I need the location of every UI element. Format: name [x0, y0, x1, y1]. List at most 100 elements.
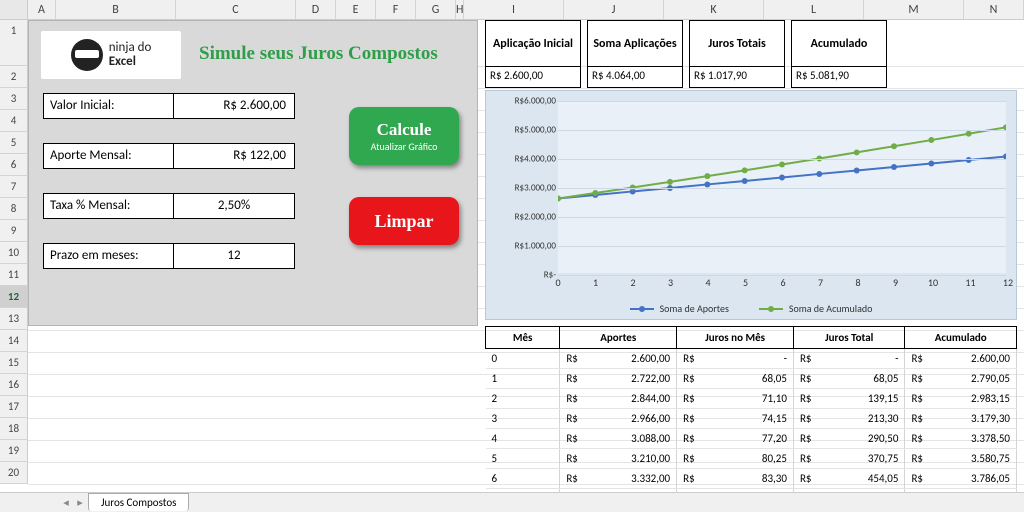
row-14[interactable]: 14 — [0, 330, 28, 352]
col-C[interactable]: C — [176, 0, 296, 19]
results-table: MêsAportesJuros no MêsJuros TotalAcumula… — [485, 326, 1017, 509]
chart-xlabel: 8 — [855, 276, 860, 289]
row-20[interactable]: 20 — [0, 462, 28, 484]
chart-ylabel: R$5.000,00 — [490, 125, 556, 136]
input-field-3: Prazo em meses:12 — [43, 243, 295, 269]
col-B[interactable]: B — [56, 0, 176, 19]
col-K[interactable]: K — [664, 0, 764, 19]
row-15[interactable]: 15 — [0, 352, 28, 374]
chart-xlabel: 5 — [743, 276, 748, 289]
logo: ninja do Excel — [41, 31, 181, 79]
row-16[interactable]: 16 — [0, 374, 28, 396]
chart-ylabel: R$4.000,00 — [490, 154, 556, 165]
calculate-button-sublabel: Atualizar Gráfico — [371, 140, 438, 153]
chart-xlabel: 12 — [1003, 276, 1013, 289]
table-header: Aportes — [560, 327, 677, 349]
chart-legend: Soma de AportesSoma de Acumulado — [486, 302, 1016, 315]
sheet-tab[interactable]: Juros Compostos — [88, 493, 189, 511]
col-E[interactable]: E — [336, 0, 376, 19]
clear-button-label: Limpar — [374, 211, 433, 232]
chart-lines — [558, 101, 1006, 273]
row-3[interactable]: 3 — [0, 88, 28, 110]
table-row: 4R$3.088,00R$77,20R$290,50R$3.378,50 — [486, 429, 1017, 449]
chart-xlabel: 6 — [780, 276, 785, 289]
row-12[interactable]: 12 — [0, 286, 28, 308]
summary-box-0: Aplicação InicialR$ 2.600,00 — [485, 20, 581, 88]
row-7[interactable]: 7 — [0, 176, 28, 198]
row-17[interactable]: 17 — [0, 396, 28, 418]
input-field-2: Taxa % Mensal:2,50% — [43, 193, 295, 219]
row-18[interactable]: 18 — [0, 418, 28, 440]
field-value[interactable]: R$ 122,00 — [174, 144, 294, 168]
col-H[interactable]: H — [456, 0, 464, 19]
tab-nav-next-icon[interactable]: ▸ — [74, 496, 86, 509]
table-row: 5R$3.210,00R$80,25R$370,75R$3.580,75 — [486, 449, 1017, 469]
input-field-1: Aporte Mensal:R$ 122,00 — [43, 143, 295, 169]
table-header: Juros no Mês — [677, 327, 794, 349]
field-label: Taxa % Mensal: — [44, 194, 174, 218]
col-M[interactable]: M — [864, 0, 964, 19]
sheet-tabs: ◂ ▸ Juros Compostos — [0, 492, 1024, 512]
table-header: Acumulado — [905, 327, 1017, 349]
row-headers: 1234567891011121314151617181920 — [0, 20, 28, 484]
chart-ylabel: R$- — [490, 270, 556, 281]
chart-ylabel: R$6.000,00 — [490, 96, 556, 107]
summary-value: R$ 5.081,90 — [792, 67, 886, 87]
calculate-button-label: Calcule — [377, 120, 432, 140]
field-value[interactable]: 2,50% — [174, 194, 294, 218]
clear-button[interactable]: Limpar — [349, 197, 459, 245]
row-4[interactable]: 4 — [0, 110, 28, 132]
calculate-button[interactable]: Calcule Atualizar Gráfico — [349, 107, 459, 165]
col-G[interactable]: G — [416, 0, 456, 19]
input-field-0: Valor Inicial:R$ 2.600,00 — [43, 93, 295, 119]
col-I[interactable]: I — [464, 0, 564, 19]
column-headers: ABCDEFGHIJKLMN — [0, 0, 1024, 20]
row-19[interactable]: 19 — [0, 440, 28, 462]
chart-xlabel: 11 — [965, 276, 975, 289]
tab-nav-prev-icon[interactable]: ◂ — [60, 496, 72, 509]
row-11[interactable]: 11 — [0, 264, 28, 286]
field-value[interactable]: R$ 2.600,00 — [174, 94, 294, 118]
summary-box-1: Soma AplicaçõesR$ 4.064,00 — [587, 20, 683, 88]
col-D[interactable]: D — [296, 0, 336, 19]
col-A[interactable]: A — [28, 0, 56, 19]
table-header: Mês — [486, 327, 560, 349]
input-panel: ninja do Excel Simule seus Juros Compost… — [28, 20, 478, 326]
row-9[interactable]: 9 — [0, 220, 28, 242]
logo-text: ninja do Excel — [109, 41, 152, 68]
summary-header: Aplicação Inicial — [486, 21, 580, 67]
col-J[interactable]: J — [564, 0, 664, 19]
chart-xlabel: 7 — [818, 276, 823, 289]
row-10[interactable]: 10 — [0, 242, 28, 264]
table-row: 3R$2.966,00R$74,15R$213,30R$3.179,30 — [486, 409, 1017, 429]
results-header-row: MêsAportesJuros no MêsJuros TotalAcumula… — [486, 327, 1017, 349]
table-header: Juros Total — [793, 327, 905, 349]
row-13[interactable]: 13 — [0, 308, 28, 330]
row-8[interactable]: 8 — [0, 198, 28, 220]
row-2[interactable]: 2 — [0, 66, 28, 88]
col-N[interactable]: N — [964, 0, 1024, 19]
col-F[interactable]: F — [376, 0, 416, 19]
table-row: 0R$2.600,00R$-R$-R$2.600,00 — [486, 349, 1017, 369]
summary-box-2: Juros TotaisR$ 1.017,90 — [689, 20, 785, 88]
row-1[interactable]: 1 — [0, 20, 28, 66]
legend-item: Soma de Aportes — [630, 302, 729, 315]
select-all-corner[interactable] — [0, 0, 28, 19]
field-label: Aporte Mensal: — [44, 144, 174, 168]
chart-ylabel: R$2.000,00 — [490, 212, 556, 223]
ninja-icon — [71, 39, 103, 71]
summary-header: Acumulado — [792, 21, 886, 67]
chart-xlabel: 10 — [928, 276, 938, 289]
col-L[interactable]: L — [764, 0, 864, 19]
chart-xlabel: 9 — [893, 276, 898, 289]
row-5[interactable]: 5 — [0, 132, 28, 154]
field-value[interactable]: 12 — [174, 244, 294, 268]
summary-header: Soma Aplicações — [588, 21, 682, 67]
field-label: Prazo em meses: — [44, 244, 174, 268]
summary-row: Aplicação InicialR$ 2.600,00Soma Aplicaç… — [485, 20, 887, 88]
summary-box-3: AcumuladoR$ 5.081,90 — [791, 20, 887, 88]
row-6[interactable]: 6 — [0, 154, 28, 176]
chart-xlabel: 3 — [668, 276, 673, 289]
chart: Soma de AportesSoma de Acumulado R$6.000… — [485, 90, 1017, 320]
summary-value: R$ 1.017,90 — [690, 67, 784, 87]
